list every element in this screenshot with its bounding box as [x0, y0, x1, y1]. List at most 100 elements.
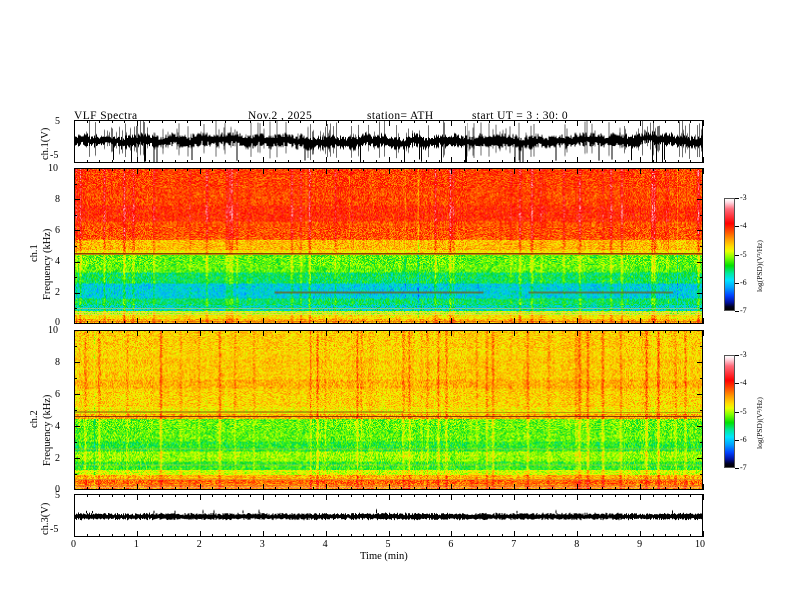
axis-tick	[389, 120, 390, 126]
axis-tick	[615, 120, 616, 123]
axis-tick	[288, 168, 289, 171]
axis-tick	[690, 534, 691, 537]
axis-tick	[74, 394, 80, 395]
axis-tick	[539, 321, 540, 324]
axis-tick	[565, 168, 566, 171]
axis-tick	[401, 321, 402, 324]
axis-tick	[700, 346, 703, 347]
axis-tick	[238, 534, 239, 537]
axis-tick	[489, 534, 490, 537]
axis-tick	[653, 120, 654, 123]
x-axis-tick-2: 2	[196, 539, 202, 550]
axis-tick	[351, 494, 352, 497]
axis-tick	[288, 120, 289, 123]
axis-tick	[602, 120, 603, 123]
axis-tick	[590, 168, 591, 171]
axis-tick	[426, 494, 427, 497]
x-axis-tick-5: 5	[385, 539, 391, 550]
axis-tick	[99, 160, 100, 163]
axis-tick	[137, 484, 138, 490]
axis-tick	[640, 168, 641, 174]
axis-tick	[338, 160, 339, 163]
axis-tick	[99, 494, 100, 497]
axis-tick	[112, 321, 113, 324]
axis-tick	[565, 494, 566, 497]
axis-tick	[426, 330, 427, 333]
axis-tick	[112, 120, 113, 123]
colorbar-tick-mark	[735, 440, 739, 441]
page-title: VLF Spectra	[74, 110, 138, 122]
colorbar-ch1-gradient	[725, 199, 734, 310]
axis-tick	[414, 160, 415, 163]
axis-tick	[477, 160, 478, 163]
axis-tick	[112, 494, 113, 497]
axis-tick	[326, 484, 327, 490]
axis-tick	[338, 494, 339, 497]
axis-tick	[527, 321, 528, 324]
axis-tick	[212, 168, 213, 171]
axis-tick	[502, 321, 503, 324]
axis-tick	[451, 531, 452, 537]
axis-tick	[124, 321, 125, 324]
axis-tick	[338, 168, 339, 171]
axis-tick	[275, 120, 276, 123]
axis-tick	[615, 160, 616, 163]
axis-tick	[124, 160, 125, 163]
axis-tick	[539, 330, 540, 333]
axis-tick	[376, 487, 377, 490]
axis-tick	[678, 494, 679, 497]
axis-tick	[401, 160, 402, 163]
axis-tick	[389, 157, 390, 163]
colorbar-tick--4: -4	[740, 221, 747, 231]
axis-tick	[665, 534, 666, 537]
ch3-ytick-neg5: -5	[50, 524, 59, 535]
axis-tick	[74, 531, 75, 537]
axis-tick	[697, 262, 703, 263]
axis-tick	[149, 160, 150, 163]
axis-tick	[238, 321, 239, 324]
axis-tick	[615, 534, 616, 537]
axis-tick	[464, 487, 465, 490]
colorbar-tick--7: -7	[740, 463, 747, 472]
axis-tick	[187, 330, 188, 333]
axis-tick	[124, 120, 125, 123]
axis-tick	[577, 531, 578, 537]
axis-tick	[351, 487, 352, 490]
axis-tick	[74, 215, 77, 216]
axis-tick	[225, 321, 226, 324]
axis-tick	[602, 534, 603, 537]
axis-tick	[389, 494, 390, 500]
axis-tick	[552, 487, 553, 490]
axis-tick	[700, 378, 703, 379]
ch1-spectrogram-image	[75, 169, 702, 323]
axis-tick	[514, 120, 515, 126]
axis-tick	[602, 168, 603, 171]
colorbar-tick-mark	[735, 355, 739, 356]
axis-tick	[640, 318, 641, 324]
ch2-spectrogram-ylabel-channel: ch.2	[29, 410, 40, 428]
axis-tick	[464, 160, 465, 163]
axis-tick	[439, 168, 440, 171]
axis-tick	[697, 458, 703, 459]
axis-tick	[137, 318, 138, 324]
axis-tick	[74, 318, 75, 324]
axis-tick	[351, 330, 352, 333]
axis-tick	[527, 534, 528, 537]
axis-tick	[124, 330, 125, 333]
axis-tick	[326, 157, 327, 163]
axis-tick	[313, 120, 314, 123]
axis-tick	[225, 160, 226, 163]
axis-tick	[162, 321, 163, 324]
axis-tick	[288, 321, 289, 324]
axis-tick	[697, 489, 703, 490]
axis-tick	[640, 494, 641, 500]
axis-tick	[539, 160, 540, 163]
axis-tick	[137, 330, 138, 336]
axis-tick	[552, 330, 553, 333]
axis-tick	[697, 362, 703, 363]
x-axis-tick-7: 7	[511, 539, 517, 550]
axis-tick	[514, 168, 515, 174]
axis-tick	[697, 162, 703, 163]
axis-tick	[552, 160, 553, 163]
axis-tick	[565, 160, 566, 163]
